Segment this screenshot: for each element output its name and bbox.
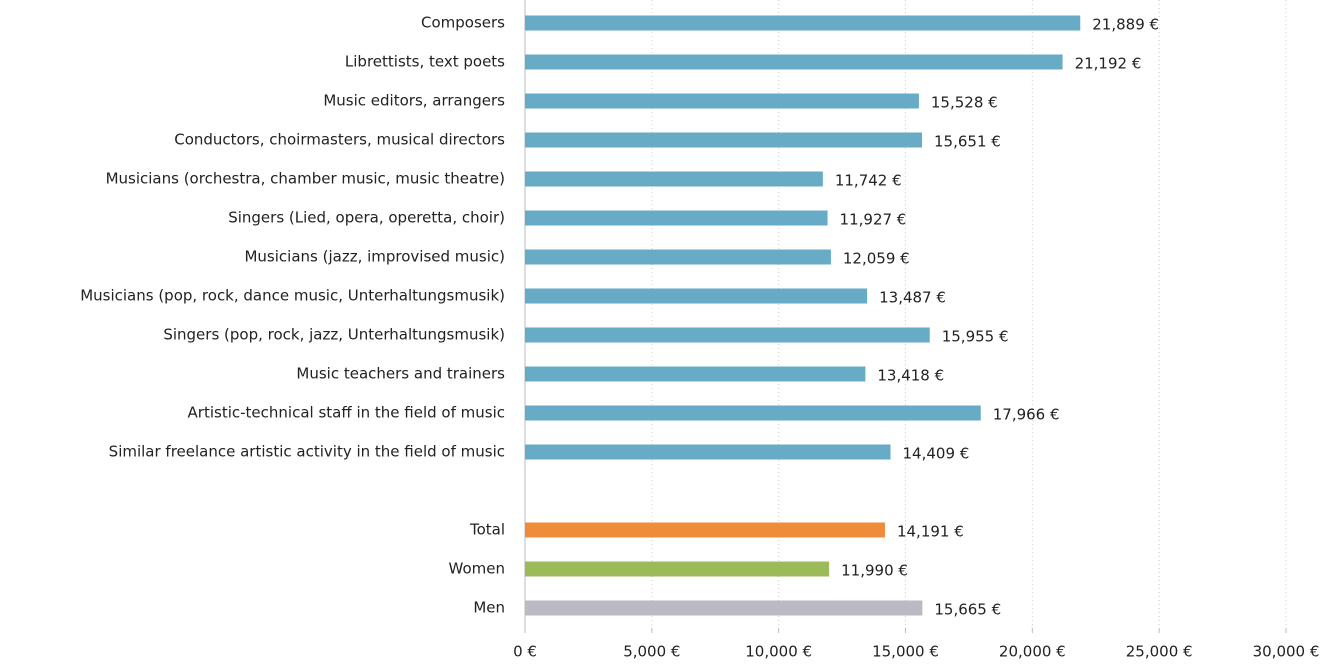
value-label: 14,191 € bbox=[897, 523, 964, 541]
value-label: 21,889 € bbox=[1092, 16, 1159, 34]
value-label: 15,651 € bbox=[934, 133, 1001, 151]
bar bbox=[525, 210, 828, 226]
bar bbox=[525, 327, 930, 343]
x-tick-label: 10,000 € bbox=[745, 643, 812, 661]
value-label: 11,927 € bbox=[840, 211, 907, 229]
y-tick-label: Singers (pop, rock, jazz, Unterhaltungsm… bbox=[163, 326, 505, 344]
x-tick-label: 20,000 € bbox=[999, 643, 1066, 661]
y-tick-label: Men bbox=[473, 599, 505, 617]
value-label: 13,487 € bbox=[879, 289, 946, 307]
value-label: 11,990 € bbox=[841, 562, 908, 580]
y-tick-label: Conductors, choirmasters, musical direct… bbox=[174, 131, 505, 149]
x-tick-label: 5,000 € bbox=[623, 643, 680, 661]
value-label: 15,955 € bbox=[942, 328, 1009, 346]
value-label: 12,059 € bbox=[843, 250, 910, 268]
value-label: 13,418 € bbox=[877, 367, 944, 385]
bar bbox=[525, 93, 919, 109]
y-tick-label: Musicians (jazz, improvised music) bbox=[244, 248, 505, 266]
bar bbox=[525, 366, 866, 382]
y-tick-label: Librettists, text poets bbox=[345, 53, 505, 71]
bar bbox=[525, 522, 885, 538]
bar bbox=[525, 54, 1063, 70]
y-tick-label: Similar freelance artistic activity in t… bbox=[109, 443, 505, 461]
bar bbox=[525, 444, 891, 460]
bar bbox=[525, 15, 1081, 31]
y-tick-label: Musicians (pop, rock, dance music, Unter… bbox=[80, 287, 505, 305]
bar bbox=[525, 561, 830, 577]
value-label: 14,409 € bbox=[903, 445, 970, 463]
bar bbox=[525, 132, 923, 148]
y-tick-label: Women bbox=[449, 560, 505, 578]
y-tick-label: Total bbox=[469, 521, 505, 539]
y-tick-label: Composers bbox=[421, 14, 505, 32]
x-tick-label: 25,000 € bbox=[1126, 643, 1193, 661]
y-tick-label: Music editors, arrangers bbox=[323, 92, 505, 110]
bar bbox=[525, 405, 981, 421]
x-tick-label: 15,000 € bbox=[872, 643, 939, 661]
y-tick-label: Musicians (orchestra, chamber music, mus… bbox=[106, 170, 505, 188]
y-tick-label: Singers (Lied, opera, operetta, choir) bbox=[228, 209, 505, 227]
bar bbox=[525, 288, 868, 304]
bar bbox=[525, 249, 831, 265]
y-tick-label: Artistic-technical staff in the field of… bbox=[188, 404, 505, 422]
value-label: 17,966 € bbox=[993, 406, 1060, 424]
value-label: 15,528 € bbox=[931, 94, 998, 112]
bar bbox=[525, 171, 823, 187]
bar bbox=[525, 600, 923, 616]
value-label: 21,192 € bbox=[1075, 55, 1142, 73]
value-label: 15,665 € bbox=[934, 601, 1001, 619]
y-tick-label: Music teachers and trainers bbox=[296, 365, 505, 383]
value-label: 11,742 € bbox=[835, 172, 902, 190]
x-tick-label: 0 € bbox=[513, 643, 537, 661]
x-tick-label: 30,000 € bbox=[1253, 643, 1320, 661]
